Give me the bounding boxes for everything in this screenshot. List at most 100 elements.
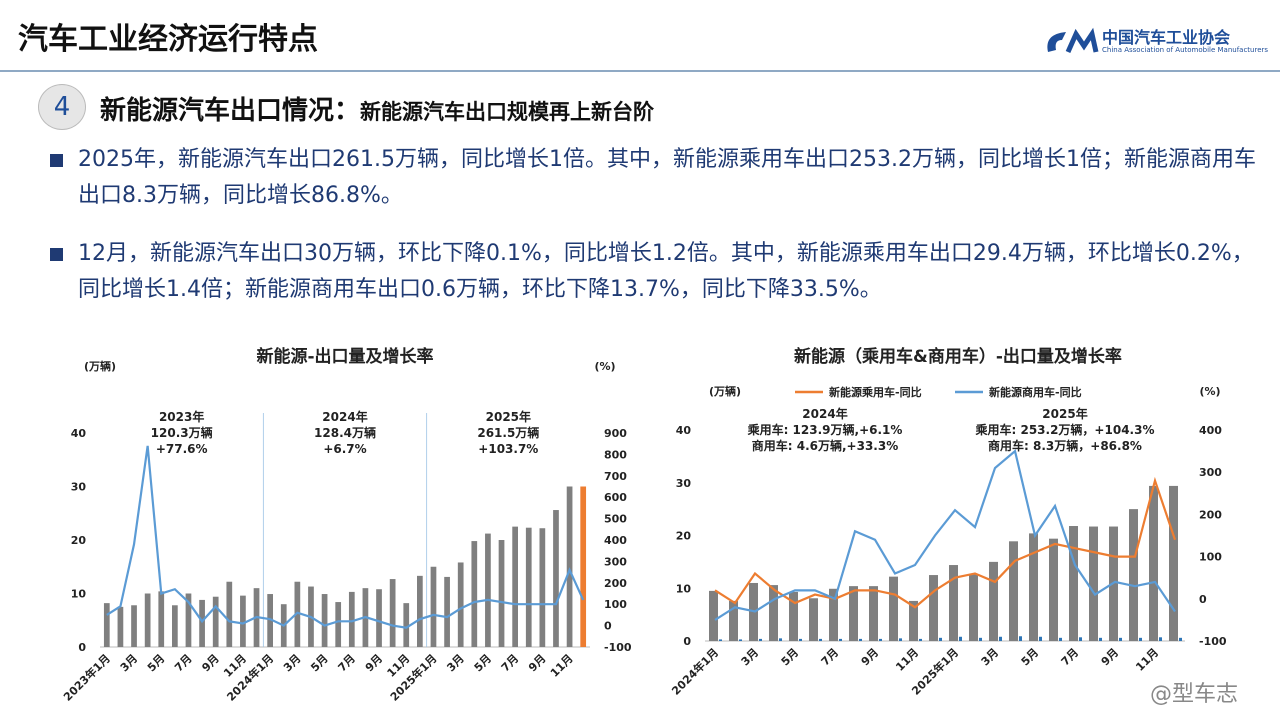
bar xyxy=(799,638,802,641)
x-tick-label: 7月 xyxy=(172,652,194,674)
y-tick-label: 40 xyxy=(71,427,87,440)
bar xyxy=(1029,533,1038,641)
annotation: 2024年 xyxy=(322,409,367,424)
legend-label: 新能源商用车-同比 xyxy=(989,385,1082,399)
y2-tick-label: 200 xyxy=(604,577,627,590)
x-tick-label: 11月 xyxy=(1133,646,1161,674)
bar xyxy=(1179,637,1182,641)
bar xyxy=(739,639,742,641)
x-tick-label: 5月 xyxy=(145,652,167,674)
bar xyxy=(859,638,862,641)
annotation: 128.4万辆 xyxy=(314,425,376,440)
x-tick-label: 7月 xyxy=(819,646,841,668)
logo-name: 中国汽车工业协会 xyxy=(1102,28,1231,47)
line xyxy=(106,445,585,629)
bar xyxy=(512,526,518,647)
x-tick-label: 3月 xyxy=(979,646,1001,668)
bar xyxy=(348,591,355,647)
x-tick-label: 5月 xyxy=(779,646,801,668)
bar xyxy=(212,596,219,647)
y-tick-label: 30 xyxy=(676,477,692,490)
header-rule xyxy=(0,70,1280,72)
y-tick-label: 10 xyxy=(676,582,692,595)
bar xyxy=(444,576,450,647)
logo: 中国汽车工业协会 China Association of Automobile… xyxy=(1040,22,1270,62)
bar xyxy=(498,540,505,647)
y2-tick-label: 200 xyxy=(1199,508,1222,521)
y2-unit: (%) xyxy=(594,360,615,373)
bar xyxy=(979,637,982,641)
y-unit: (万辆) xyxy=(709,384,741,398)
y2-tick-label: 100 xyxy=(604,598,627,611)
bar xyxy=(1129,509,1138,641)
bar xyxy=(539,528,546,647)
x-tick-label: 3月 xyxy=(281,652,303,674)
y2-tick-label: 500 xyxy=(604,513,627,526)
x-tick-label: 5月 xyxy=(308,652,330,674)
annotation: 乘用车: 123.9万辆,+6.1% xyxy=(747,422,903,437)
bar xyxy=(1149,485,1158,641)
annotation: 2023年 xyxy=(159,409,204,424)
bar xyxy=(969,574,978,641)
bar xyxy=(829,588,838,641)
y2-tick-label: 300 xyxy=(1199,466,1222,479)
bar xyxy=(1139,637,1142,641)
bar xyxy=(1119,637,1122,641)
bar xyxy=(789,591,798,641)
bar xyxy=(457,562,464,647)
bar xyxy=(819,638,822,641)
annotation: 商用车: 4.6万辆,+33.3% xyxy=(752,438,898,453)
y2-tick-label: 700 xyxy=(604,470,627,483)
bar xyxy=(1099,637,1102,641)
annotation: 商用车: 8.3万辆，+86.8% xyxy=(988,438,1142,453)
y-unit: (万辆) xyxy=(84,359,116,373)
bar xyxy=(430,566,437,647)
x-tick-label: 9月 xyxy=(363,652,385,674)
bar xyxy=(809,598,818,641)
x-tick-label: 5月 xyxy=(1019,646,1041,668)
bar xyxy=(949,565,958,641)
bar xyxy=(929,575,938,641)
x-tick-label: 11月 xyxy=(893,646,921,674)
bar xyxy=(1049,538,1058,641)
bar xyxy=(403,603,410,647)
y2-tick-label: -100 xyxy=(1199,635,1227,648)
section-number: 4 xyxy=(38,84,86,130)
x-tick-label: 2024年1月 xyxy=(669,645,722,698)
y-tick-label: 20 xyxy=(676,530,692,543)
x-tick-label: 7月 xyxy=(499,652,521,674)
y-tick-label: 0 xyxy=(78,641,86,654)
y2-tick-label: 300 xyxy=(604,555,627,568)
section-title-main: 新能源汽车出口情况： xyxy=(100,96,361,126)
bar xyxy=(103,603,110,647)
bar xyxy=(719,639,722,641)
bar xyxy=(919,638,922,641)
bar xyxy=(869,586,878,641)
x-tick-label: 11月 xyxy=(548,652,576,680)
bar xyxy=(376,589,382,647)
bar xyxy=(417,575,423,647)
bar xyxy=(1089,526,1098,641)
y2-tick-label: 800 xyxy=(604,448,627,461)
y2-tick-label: -100 xyxy=(604,641,632,654)
bar xyxy=(839,638,842,641)
line xyxy=(714,449,1176,621)
bar xyxy=(759,638,762,641)
annotation: 2025年 xyxy=(1042,406,1087,421)
annotation: 乘用车: 253.2万辆，+104.3% xyxy=(975,422,1155,437)
header-title: 汽车工业经济运行特点 xyxy=(18,22,318,57)
bar xyxy=(485,533,491,647)
bar xyxy=(959,636,962,641)
chart-title: 新能源（乘用车&商用车）-出口量及增长率 xyxy=(794,346,1122,367)
bar xyxy=(294,581,301,647)
bar xyxy=(1019,636,1022,641)
bar xyxy=(769,585,778,641)
logo-en: China Association of Automobile Manufact… xyxy=(1102,46,1269,54)
section: 4 新能源汽车出口情况：新能源汽车出口规模再上新台阶 xyxy=(38,84,798,130)
annotation: 2024年 xyxy=(802,406,847,421)
y-tick-label: 30 xyxy=(71,481,87,494)
bar xyxy=(889,576,898,641)
bar xyxy=(185,593,192,647)
y2-tick-label: 400 xyxy=(604,534,627,547)
